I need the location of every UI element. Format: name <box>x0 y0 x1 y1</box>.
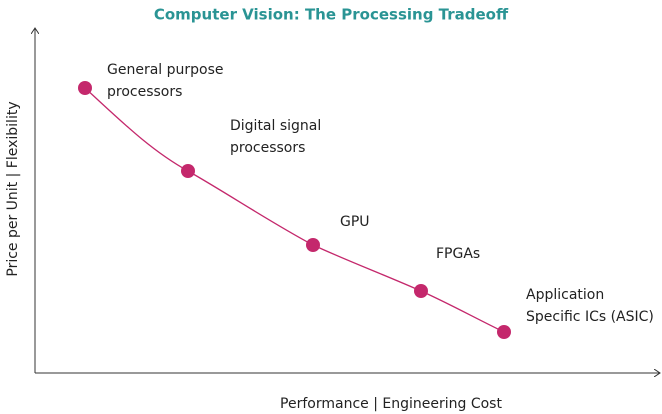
point-label: Application <box>526 287 604 303</box>
point-label: GPU <box>340 214 370 230</box>
point <box>78 81 92 95</box>
y-axis-label: Price per Unit | Flexibility <box>5 101 21 276</box>
point-label: processors <box>230 140 305 156</box>
x-axis-label: Performance | Engineering Cost <box>280 396 502 412</box>
point-label: Specific ICs (ASIC) <box>526 309 654 325</box>
tradeoff-curve <box>84 87 505 333</box>
point-label: FPGAs <box>436 246 480 262</box>
point <box>497 325 511 339</box>
point-label: processors <box>107 84 182 100</box>
point <box>414 284 428 298</box>
chart-title: Computer Vision: The Processing Tradeoff <box>154 6 509 24</box>
point-label: General purpose <box>107 62 224 78</box>
point <box>306 238 320 252</box>
point <box>181 164 195 178</box>
point-label: Digital signal <box>230 118 321 134</box>
